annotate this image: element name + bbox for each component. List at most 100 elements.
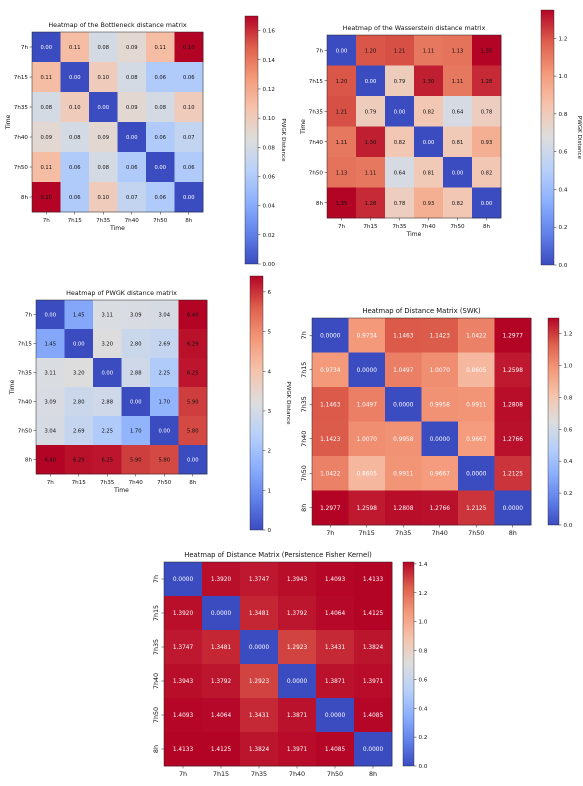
cell-value-label: 0.00 [126, 135, 138, 141]
cell-value-label: 1.4064 [325, 611, 346, 617]
cell-value-label: 0.08 [40, 105, 52, 111]
cell-value-label: 1.3792 [211, 679, 232, 685]
y-tick-label: 8h [300, 504, 308, 512]
colorbar-tick-label: 0.2 [419, 735, 428, 741]
y-axis-label: Time [9, 379, 16, 395]
heatmap-cell [421, 456, 459, 491]
cell-value-label: 0.9911 [393, 471, 414, 477]
x-tick-label: 7h40 [289, 770, 305, 778]
colorbar-tick-label: 0.6 [419, 677, 428, 683]
cell-value-label: 1.35 [336, 201, 348, 207]
heatmap-cell [117, 92, 147, 123]
heatmap-cell [32, 182, 61, 213]
cell-value-label: 1.30 [365, 140, 377, 146]
heatmap-panel-3: Heatmap of PWGK distance matrix 0.00 1.45 3… [9, 275, 291, 534]
heatmap-cell [443, 65, 473, 97]
heatmap-cell [385, 387, 422, 422]
heatmap-cell [240, 630, 279, 665]
cell-value-label: 0.00 [336, 48, 348, 54]
x-tick-label: 7h50 [157, 480, 172, 486]
heatmap-cell [443, 157, 473, 188]
heatmap-cell [316, 630, 355, 665]
heatmap-cell [36, 387, 65, 417]
cell-value-label: 0.09 [40, 135, 52, 141]
cell-value-label: 0.82 [423, 109, 435, 115]
cell-value-label: 5.90 [130, 458, 142, 464]
heatmap-cell [327, 126, 357, 158]
cell-value-label: 1.0070 [357, 437, 378, 443]
heatmap-cell [385, 157, 415, 188]
cell-value-label: 3.20 [73, 371, 85, 377]
y-tick-label: 7h35 [309, 109, 324, 115]
cell-value-label: 0.07 [126, 195, 138, 201]
cell-value-label: 0.78 [394, 201, 406, 207]
heatmap-cell [278, 630, 317, 665]
cell-value-label: 1.45 [44, 342, 56, 348]
heatmap-cell [414, 65, 444, 97]
heatmap-cell [164, 630, 203, 665]
heatmap-cell [472, 35, 502, 66]
heatmap-cell [36, 445, 65, 475]
heatmap-cell [385, 35, 415, 66]
colorbar-tick-label: 0.10 [263, 116, 276, 122]
y-tick-label: 7h40 [14, 135, 29, 141]
heatmap-cell [146, 182, 175, 213]
heatmap-cell [89, 62, 118, 93]
heatmap-cell [89, 182, 118, 213]
heatmap-panel-4: Heatmap of Distance Matrix (SWK) 0.0000 0.… [300, 307, 573, 537]
x-tick-label: 7h35 [100, 480, 115, 486]
cell-value-label: 1.2977 [503, 333, 524, 339]
cell-value-label: 0.8605 [466, 368, 487, 374]
y-tick-label: 7h15 [300, 362, 308, 378]
cell-value-label: 1.3920 [173, 611, 194, 617]
y-tick-label: 7h35 [300, 396, 308, 412]
cell-value-label: 0.07 [183, 135, 195, 141]
heatmap-cell [174, 62, 204, 93]
cell-value-label: 1.2125 [503, 471, 524, 477]
cell-value-label: 0.82 [452, 201, 464, 207]
heatmap-cell [278, 664, 317, 699]
heatmap-cell [146, 92, 175, 123]
chart-title: Heatmap of Distance Matrix (Persistence … [184, 551, 372, 559]
chart-title: Heatmap of Distance Matrix (SWK) [362, 307, 481, 315]
cell-value-label: 0.0000 [173, 577, 194, 583]
heatmap-cell [472, 96, 502, 127]
heatmap-cell [117, 122, 147, 153]
heatmap-cell [356, 65, 386, 97]
cell-value-label: 0.0000 [325, 713, 346, 719]
cell-value-label: 1.70 [158, 400, 170, 406]
colorbar-tick-label: 0.8 [419, 649, 428, 655]
y-tick-label: 7h15 [152, 605, 160, 621]
plot-frame [311, 317, 532, 526]
cell-value-label: 0.00 [97, 105, 109, 111]
cell-value-label: 1.4093 [173, 713, 194, 719]
cell-value-label: 0.00 [154, 165, 166, 171]
heatmap-cell [312, 456, 349, 491]
cell-value-label: 0.9734 [357, 333, 378, 339]
cell-value-label: 3.09 [44, 400, 56, 406]
colorbar-tick-label: 2 [268, 449, 272, 455]
cell-value-label: 0.8605 [357, 471, 378, 477]
cell-value-label: 0.11 [154, 45, 166, 51]
cell-value-label: 1.4133 [363, 577, 384, 583]
heatmap-cell [174, 92, 204, 123]
x-tick-label: 8h [509, 529, 517, 537]
heatmap-cell [150, 445, 179, 475]
x-axis-label: Time [406, 231, 422, 238]
cell-value-label: 0.9734 [320, 368, 341, 374]
cell-value-label: 0.08 [154, 105, 166, 111]
x-tick-label: 7h [47, 480, 55, 486]
cell-value-label: 0.08 [126, 75, 138, 81]
heatmap-cell [458, 456, 495, 491]
colorbar-tick-label: 1 [268, 488, 272, 494]
cell-value-label: 3.11 [44, 371, 56, 377]
cell-value-label: 0.00 [40, 45, 52, 51]
cell-value-label: 1.1423 [430, 333, 451, 339]
heatmap-cell [36, 329, 65, 359]
colorbar-tick-label: 1.0 [419, 620, 428, 626]
heatmap-cell [93, 445, 122, 475]
cell-value-label: 6.29 [73, 458, 85, 464]
cell-value-label: 1.0497 [393, 368, 414, 374]
heatmap-cell [414, 187, 444, 219]
colorbar-tick-label: 0.02 [263, 233, 275, 239]
